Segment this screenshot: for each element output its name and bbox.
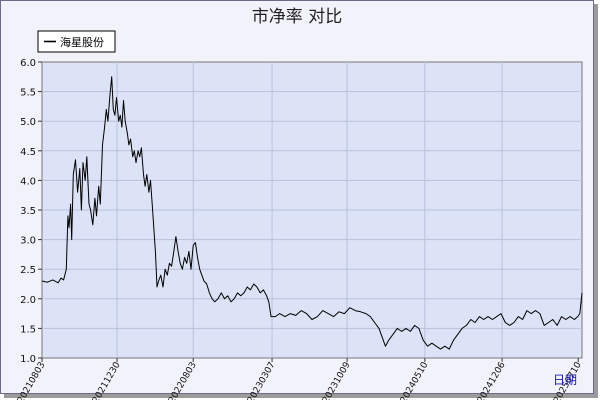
y-tick-label: 5.5	[20, 88, 36, 99]
legend-label: 海星股份	[60, 35, 104, 49]
series-line-0	[41, 76, 583, 350]
y-tick-label: 6.0	[20, 58, 36, 69]
y-tick-label: 2.5	[20, 265, 36, 276]
x-tick-label: 20241206	[476, 360, 508, 400]
x-tick-label: 20240510	[399, 360, 431, 400]
y-tick-label: 5.0	[20, 117, 36, 128]
x-tick-label: 20220803	[167, 361, 199, 400]
x-axis-label: 日期	[553, 373, 577, 387]
y-tick-label: 1.5	[20, 324, 36, 335]
y-tick-label: 4.5	[20, 147, 36, 158]
legend[interactable]: 海星股份	[37, 30, 116, 53]
legend-box	[37, 30, 116, 53]
y-tick-label: 3.0	[20, 236, 36, 247]
series-group	[41, 76, 583, 350]
x-axis: 20210803 20211230 20220803 20230307 20231009…	[16, 358, 584, 400]
y-tick-label: 2.0	[20, 295, 36, 306]
y-tick-label: 1.0	[20, 354, 36, 365]
y-tick-label: 4.0	[20, 176, 36, 187]
x-tick-label: 20231009	[321, 360, 353, 400]
x-tick-label: 20210803	[16, 361, 48, 400]
x-tick-label: 20230307	[246, 361, 278, 400]
y-axis: 6.0 5.5 5.0 4.5 4.0 3.5 3.0 2.5 2.0 1.5 1.0	[20, 58, 42, 365]
y-tick-label: 3.5	[20, 206, 36, 217]
grid	[42, 62, 582, 358]
x-tick-label: 20211230	[91, 360, 123, 400]
chart-title: 市净率 对比	[252, 7, 342, 27]
